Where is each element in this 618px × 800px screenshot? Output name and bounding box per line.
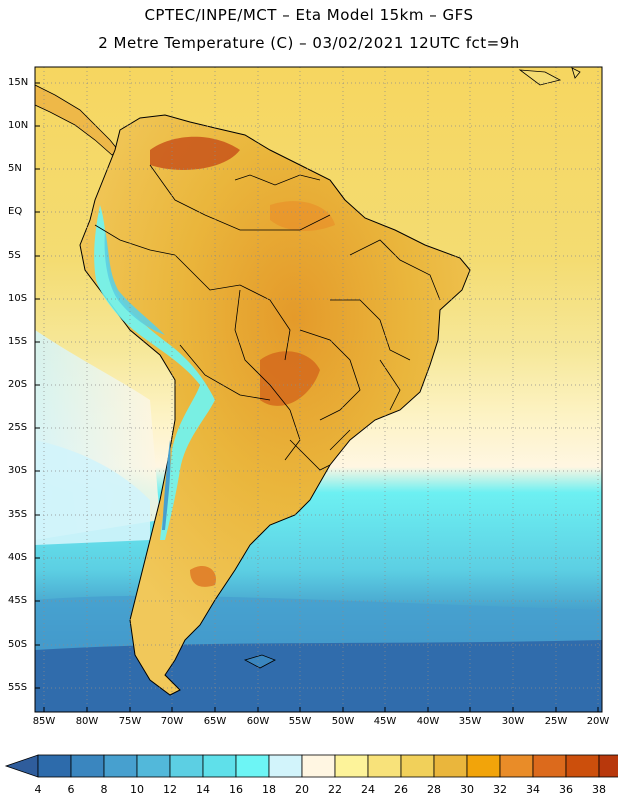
colorbar-label: 38	[592, 783, 606, 796]
andes-cold-ridge	[94, 205, 215, 540]
lon-label: 80W	[75, 716, 99, 727]
colorbar-swatch	[103, 754, 138, 778]
lat-label: 40S	[8, 552, 28, 563]
colorbar-label: 30	[460, 783, 474, 796]
colorbar-label: 10	[130, 783, 144, 796]
colorbar-swatch	[37, 754, 72, 778]
colorbar-swatch	[565, 754, 600, 778]
colorbar-swatch	[235, 754, 270, 778]
colorbar-arrow-low	[4, 754, 39, 778]
lon-label: 70W	[160, 716, 184, 727]
colorbar-swatch	[466, 754, 501, 778]
colorbar-swatch	[367, 754, 402, 778]
lon-label: 75W	[118, 716, 142, 727]
colorbar-swatch	[169, 754, 204, 778]
lon-label: 60W	[246, 716, 270, 727]
colorbar-swatch	[301, 754, 336, 778]
colorbar-swatch	[400, 754, 435, 778]
lat-label: 50S	[8, 639, 28, 650]
lat-label: 15N	[8, 77, 29, 88]
lat-label: 5N	[8, 163, 22, 174]
lon-label: 65W	[203, 716, 227, 727]
lat-label: 55S	[8, 682, 28, 693]
colorbar-label: 14	[196, 783, 210, 796]
colorbar-label: 36	[559, 783, 573, 796]
colorbar-label: 26	[394, 783, 408, 796]
hot-zone-venezuela	[150, 136, 240, 170]
map-title-line2: 2 Metre Temperature (C) – 03/02/2021 12U…	[98, 34, 520, 52]
lon-label: 35W	[458, 716, 482, 727]
colorbar-swatch	[70, 754, 105, 778]
colorbar-label: 20	[295, 783, 309, 796]
graticule	[35, 67, 602, 712]
lat-label: 5S	[8, 250, 21, 261]
hot-zone-paraguay	[260, 351, 320, 406]
axis-ticks	[35, 82, 599, 712]
colorbar	[4, 754, 618, 778]
colorbar-label: 16	[229, 783, 243, 796]
colorbar-label: 12	[163, 783, 177, 796]
colorbar-swatch	[268, 754, 303, 778]
lon-label: 45W	[373, 716, 397, 727]
lon-label: 50W	[331, 716, 355, 727]
lon-label: 85W	[32, 716, 56, 727]
lat-label: 10N	[8, 120, 29, 131]
lon-label: 25W	[544, 716, 568, 727]
map-frame	[34, 66, 603, 713]
colorbar-label: 8	[100, 783, 108, 796]
map-title-line1: CPTEC/INPE/MCT – Eta Model 15km – GFS	[144, 6, 474, 24]
lat-label: 20S	[8, 379, 28, 390]
lat-label: 30S	[8, 465, 28, 476]
lon-label: 55W	[288, 716, 312, 727]
colorbar-swatch	[532, 754, 567, 778]
lat-label: EQ	[8, 206, 23, 217]
colorbar-label: 28	[427, 783, 441, 796]
lat-label: 15S	[8, 336, 28, 347]
lon-label: 30W	[501, 716, 525, 727]
colorbar-label: 32	[493, 783, 507, 796]
colorbar-swatch	[202, 754, 237, 778]
lat-label: 10S	[8, 293, 28, 304]
lat-label: 25S	[8, 422, 28, 433]
lat-label: 35S	[8, 509, 28, 520]
colorbar-label: 24	[361, 783, 375, 796]
colorbar-label: 34	[526, 783, 540, 796]
falkland-islands	[243, 654, 276, 669]
colorbar-label: 6	[67, 783, 75, 796]
colorbar-swatch	[433, 754, 468, 778]
lon-label: 40W	[416, 716, 440, 727]
colorbar-label: 18	[262, 783, 276, 796]
colorbar-swatch	[136, 754, 171, 778]
colorbar-swatch	[598, 754, 618, 778]
colorbar-label: 4	[34, 783, 42, 796]
colorbar-label: 22	[328, 783, 342, 796]
colorbar-swatch	[334, 754, 369, 778]
lat-label: 45S	[8, 595, 28, 606]
colorbar-swatch	[499, 754, 534, 778]
lon-label: 20W	[586, 716, 610, 727]
